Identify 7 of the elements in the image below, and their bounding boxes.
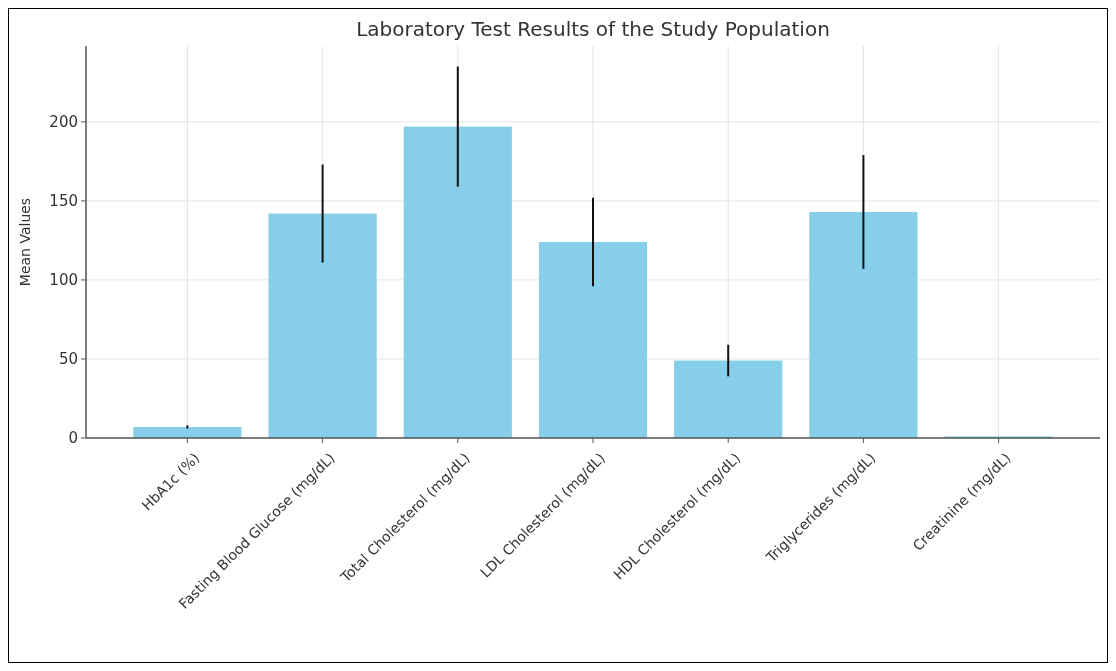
y-tick-label: 0: [68, 429, 78, 448]
y-tick-label: 50: [58, 350, 78, 369]
y-tick-label: 200: [49, 113, 78, 132]
y-axis-title: Mean Values: [17, 197, 33, 287]
y-tick-label: 150: [49, 192, 78, 211]
y-tick-label: 100: [49, 271, 78, 290]
chart-title: Laboratory Test Results of the Study Population: [356, 17, 830, 41]
